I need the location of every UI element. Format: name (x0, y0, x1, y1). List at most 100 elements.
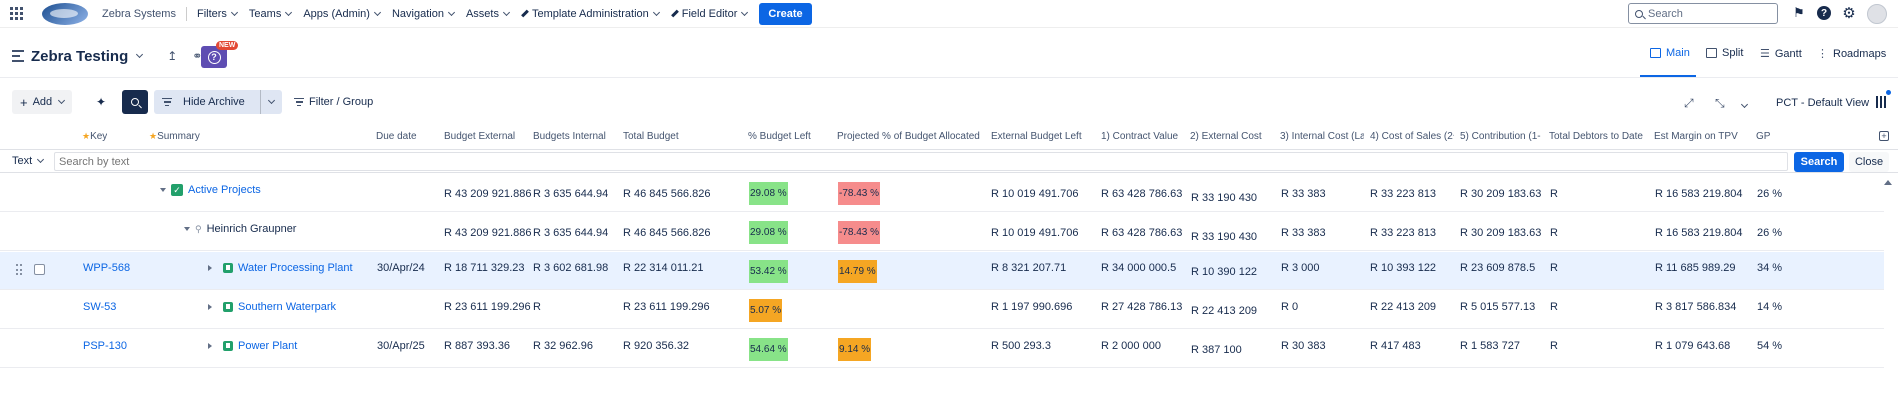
split-view-icon (1706, 48, 1717, 58)
summary-cell[interactable]: Power Plant (208, 340, 297, 352)
issue-key-link[interactable]: WPP-568 (83, 262, 131, 274)
issue-key-link[interactable]: PSP-130 (83, 340, 128, 352)
est-margin-cell: R 1 079 643.68 (1655, 340, 1731, 352)
chevron-down-icon (502, 8, 511, 16)
column-header-total-debtors[interactable]: Total Debtors to Date (1549, 131, 1643, 142)
budget-left-cell: 53.42 % (749, 260, 788, 283)
column-header-contract-value[interactable]: 1) Contract Value (1101, 131, 1179, 142)
company-logo[interactable] (42, 2, 88, 25)
wand-icon: ✦ (96, 95, 107, 109)
project-name[interactable]: Zebra Testing (31, 47, 129, 65)
gp-cell: 54 % (1757, 340, 1783, 352)
est-margin-cell: R 16 583 219.804 (1655, 188, 1743, 200)
scroll-up-icon[interactable] (1884, 180, 1892, 185)
drag-handle-icon[interactable] (16, 264, 22, 276)
header-divider (0, 77, 1898, 78)
nav-teams[interactable]: Teams (249, 8, 293, 20)
column-header-due-date[interactable]: Due date (376, 131, 417, 142)
nav-template-administration[interactable]: Template Administration (521, 8, 660, 20)
external-cost-cell: R 10 390 122 (1191, 266, 1258, 278)
main-view-icon (1650, 48, 1661, 58)
share-icon[interactable]: ⚭ (192, 49, 203, 63)
internal-cost-cell: R 33 383 (1281, 227, 1326, 239)
debtors-cell: R (1550, 188, 1558, 200)
table-row[interactable]: SW-53 Southern Waterpark R 23 611 199.29… (0, 291, 1884, 329)
row-checkbox[interactable] (34, 264, 45, 275)
budgets-internal-cell: R 3 602 681.98 (533, 262, 609, 274)
create-button[interactable]: Create (759, 2, 812, 25)
contribution-cell: R 30 209 183.63 (1460, 227, 1542, 239)
summary-cell[interactable]: Water Processing Plant (208, 262, 353, 274)
summary-cell[interactable]: ✓ Active Projects (160, 184, 261, 196)
app-switcher-icon[interactable] (10, 6, 24, 21)
table-row-group[interactable]: ⚲ Heinrich Graupner R 43 209 921.886 R 3… (0, 213, 1884, 251)
nav-filters[interactable]: Filters (197, 8, 238, 20)
search-mode-select[interactable]: Text (12, 155, 45, 167)
column-header-external-cost[interactable]: 2) External Cost (1190, 131, 1262, 142)
chevron-down-icon[interactable] (1740, 96, 1749, 110)
column-header-external-budget-left[interactable]: External Budget Left (991, 131, 1082, 142)
help-icon[interactable]: ? (1817, 6, 1831, 20)
whats-new-button[interactable]: ? (201, 46, 227, 68)
chevron-down-icon[interactable] (136, 50, 144, 59)
view-tab-gantt[interactable]: ☰ Gantt (1760, 47, 1802, 61)
column-header-total-budget[interactable]: Total Budget (623, 131, 679, 142)
table-row[interactable]: PSP-130 Power Plant 30/Apr/25 R 887 393.… (0, 330, 1884, 368)
search-toggle-button[interactable] (122, 90, 148, 114)
view-tab-main[interactable]: Main (1650, 47, 1690, 59)
column-header-gp[interactable]: GP (1756, 131, 1771, 142)
text-search-row: Text Search Close (0, 149, 1898, 173)
nav-navigation[interactable]: Navigation (392, 8, 455, 20)
notifications-icon[interactable]: ⚑ (1793, 5, 1805, 20)
add-column-icon[interactable]: + (1879, 131, 1889, 141)
view-tab-roadmaps[interactable]: ⋮ Roadmaps (1817, 47, 1887, 61)
close-button[interactable]: Close (1849, 152, 1889, 172)
nav-apps-admin[interactable]: Apps (Admin) (303, 8, 382, 20)
gp-cell: 26 % (1757, 227, 1783, 239)
hide-archive-dropdown[interactable] (260, 90, 276, 114)
budget-left-cell: 5.07 % (749, 299, 783, 322)
column-header-budget-left[interactable]: % Budget Left (748, 131, 811, 142)
filter-group-button[interactable]: Filter / Group (286, 90, 381, 114)
column-header-contribution[interactable]: 5) Contribution (1- (1460, 131, 1541, 142)
column-header-projected-budget[interactable]: Projected % of Budget Allocated (837, 131, 980, 142)
summary-cell[interactable]: ⚲ Heinrich Graupner (184, 223, 296, 235)
star-icon: ★ (82, 131, 91, 141)
settings-gear-icon[interactable]: ⚙ (1842, 5, 1856, 22)
magic-wand-button[interactable]: ✦ (88, 90, 114, 114)
external-cost-cell: R 387 100 (1191, 344, 1242, 356)
column-header-budget-external[interactable]: Budget External (444, 131, 516, 142)
column-header-key[interactable]: ★Key (82, 131, 108, 142)
table-row[interactable]: WPP-568 Water Processing Plant 30/Apr/24… (0, 252, 1884, 290)
export-icon[interactable]: ↥ (167, 49, 178, 63)
table-row-group[interactable]: ✓ Active Projects R 43 209 921.886 R 3 6… (0, 174, 1884, 212)
expand-icon[interactable]: ⤢ (1684, 96, 1694, 110)
global-search-input[interactable]: Search (1628, 3, 1778, 24)
site-name[interactable]: Zebra Systems (102, 7, 176, 20)
hide-archive-button[interactable]: Hide Archive (154, 90, 282, 114)
view-selector[interactable]: PCT - Default View (1776, 97, 1870, 109)
search-button[interactable]: Search (1794, 152, 1844, 172)
nav-assets[interactable]: Assets (466, 8, 511, 20)
external-cost-cell: R 33 190 430 (1191, 192, 1258, 204)
issue-key-link[interactable]: SW-53 (83, 301, 117, 313)
budget-external-cell: R 887 393.36 (444, 340, 511, 352)
text-search-input[interactable] (54, 152, 1788, 171)
summary-cell[interactable]: Southern Waterpark (208, 301, 336, 313)
chevron-down-icon (37, 155, 45, 164)
external-budget-left-cell: R 8 321 207.71 (991, 262, 1067, 274)
user-avatar[interactable] (1867, 4, 1887, 24)
column-header-summary[interactable]: ★Summary (149, 131, 200, 142)
nav-field-editor[interactable]: Field Editor (670, 8, 749, 20)
star-icon: ★ (149, 131, 158, 141)
column-header-cost-of-sales[interactable]: 4) Cost of Sales (2+ (1370, 131, 1454, 142)
column-header-budgets-internal[interactable]: Budgets Internal (533, 131, 606, 142)
columns-icon[interactable] (1876, 96, 1886, 108)
question-icon: ? (207, 50, 221, 64)
collapse-icon[interactable]: ⤡ (1715, 96, 1725, 110)
view-tab-split[interactable]: Split (1706, 47, 1743, 59)
column-header-est-margin[interactable]: Est Margin on TPV (1654, 131, 1738, 142)
column-header-internal-cost[interactable]: 3) Internal Cost (La (1280, 131, 1364, 142)
story-icon (223, 302, 233, 312)
add-button[interactable]: + Add (12, 90, 73, 114)
